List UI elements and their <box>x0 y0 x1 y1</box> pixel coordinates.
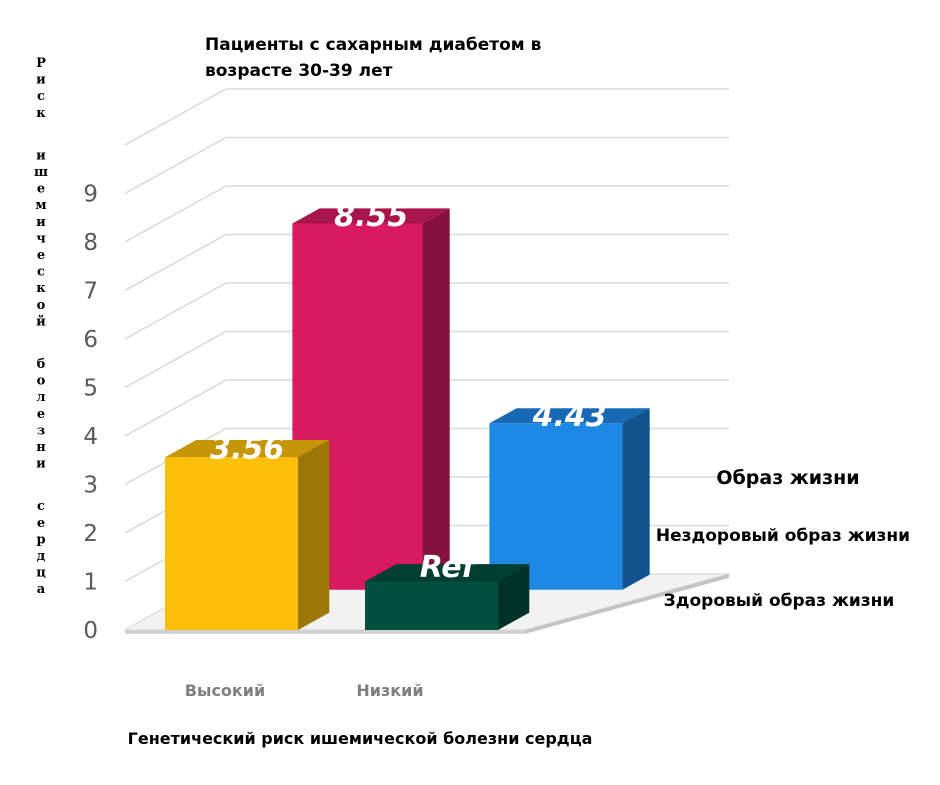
bar-high-healthy: 3.56 <box>165 432 330 630</box>
y-label-char: ц <box>36 566 46 581</box>
bar-high-unhealthy-label: 8.55 <box>334 199 408 234</box>
y-label-char: н <box>36 440 46 455</box>
y-tick-label: 3 <box>83 473 98 499</box>
bar-high-healthy-side <box>298 440 330 630</box>
y-tick-label: 8 <box>83 230 98 256</box>
y-label-char: е <box>37 182 45 197</box>
bar-low-unhealthy-front <box>489 423 623 590</box>
y-label-char: з <box>37 423 45 438</box>
y-label-char: Р <box>36 56 46 71</box>
chart-title: Пациенты с сахарным диабетом в возрасте … <box>205 35 542 81</box>
bar-high-healthy-top <box>165 440 330 458</box>
x-axis-label: Генетический риск ишемической болезни се… <box>128 729 593 748</box>
legend-title: Образ жизни <box>716 467 859 489</box>
legend-item-unhealthy: Нездоровый образ жизни <box>656 526 910 546</box>
y-label-char: и <box>36 73 46 88</box>
y-label-char: с <box>37 89 45 104</box>
y-label-char: б <box>37 357 46 372</box>
gridline <box>124 282 729 340</box>
y-label-char: е <box>37 248 45 263</box>
legend-item-healthy: Здоровый образ жизни <box>664 591 895 611</box>
y-label-char: к <box>36 106 46 121</box>
y-label-char: е <box>37 407 45 422</box>
bar-high-unhealthy-side <box>422 208 450 590</box>
bar-low-healthy-side <box>498 564 530 630</box>
x-tick-label: Низкий <box>356 681 423 700</box>
bar-high-healthy-front <box>165 457 298 630</box>
chart-title-line-1: Пациенты с сахарным диабетом в <box>205 35 542 55</box>
y-tick-label: 9 <box>83 182 98 208</box>
y-label-char: й <box>36 314 46 329</box>
y-label-char: к <box>36 281 46 296</box>
bar-low-unhealthy-top <box>489 408 650 424</box>
y-label-char: и <box>36 457 46 472</box>
y-tick-label: 5 <box>83 376 98 402</box>
y-axis-ticks: 0 1 2 3 4 5 6 7 8 9 <box>83 182 98 645</box>
y-label-char: а <box>37 582 46 597</box>
y-label-char: м <box>35 198 46 213</box>
bar-low-healthy-front <box>365 581 498 630</box>
y-tick-label: 2 <box>83 521 98 547</box>
gridline <box>124 136 729 195</box>
gridline <box>124 185 729 243</box>
y-tick-label: 4 <box>83 424 98 450</box>
y-label-char: л <box>36 390 45 405</box>
y-tick-label: 1 <box>83 570 98 596</box>
floor-front <box>125 630 525 634</box>
x-axis-ticks: Высокий Низкий <box>185 681 424 700</box>
y-label-char: о <box>37 298 46 313</box>
x-tick-label: Высокий <box>185 681 265 700</box>
y-label-char: и <box>36 148 46 163</box>
chart-title-line-2: возрасте 30-39 лет <box>205 61 393 81</box>
y-label-char: ш <box>34 165 48 180</box>
gridline <box>124 233 729 292</box>
y-label-char: с <box>37 499 45 514</box>
bar-low-healthy: Ref <box>365 550 530 630</box>
gridline <box>124 379 729 437</box>
bars: 8.55 4.43 3.56 Ref <box>165 199 650 630</box>
gridline <box>124 330 729 389</box>
bar-low-unhealthy-side <box>622 408 650 590</box>
y-label-char: е <box>37 516 45 531</box>
bar-low-healthy-label: Ref <box>420 550 479 585</box>
bar-low-healthy-top <box>365 564 530 582</box>
bar-low-unhealthy: 4.43 <box>489 399 650 590</box>
y-label-char: с <box>37 265 45 280</box>
bar-high-unhealthy-top <box>292 208 450 224</box>
y-label-char: ч <box>36 231 46 246</box>
bar-high-healthy-label: 3.56 <box>210 432 284 467</box>
y-tick-label: 6 <box>83 327 98 353</box>
floor-side <box>525 574 729 634</box>
y-tick-label: 7 <box>83 279 98 305</box>
y-label-char: р <box>36 532 45 547</box>
bar-low-unhealthy-label: 4.43 <box>532 399 607 434</box>
y-label-char: д <box>37 549 46 564</box>
gridlines <box>124 88 729 631</box>
y-label-char: и <box>36 215 46 230</box>
gridline <box>124 88 729 146</box>
y-tick-label: 0 <box>83 618 98 644</box>
y-label-char: о <box>37 374 46 389</box>
